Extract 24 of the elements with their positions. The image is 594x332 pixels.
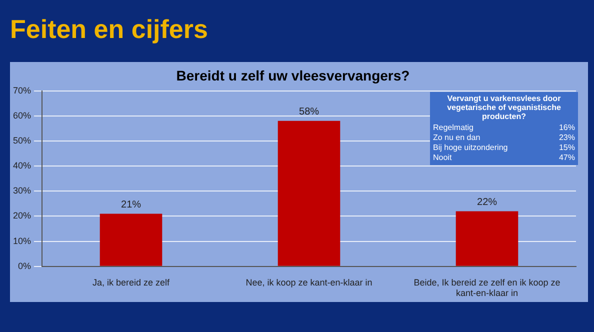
y-tick-label: 60% [13,110,32,120]
text: Regelmatig 16% [433,123,575,132]
text: Zo nu en dan 23% [433,133,575,142]
x-tick-label: Ja, ik bereid ze zelf [92,277,170,288]
y-tick-label: 0% [18,260,32,271]
bar [456,211,518,266]
y-tick-label: 50% [13,135,32,146]
y-tick-label: 40% [13,160,32,171]
data-label: 21% [121,199,142,210]
data-label: 22% [476,196,498,208]
bar [100,214,162,266]
annotation: Vervangt u varkensvlees door vegetarische of veganistische producten? [446,94,562,121]
y-tick-label: 20% [13,210,32,221]
chart-subtitle: Feiten en cijfers [10,14,208,45]
y-tick-label: 30% [13,186,32,196]
data-label: 58% [299,106,320,118]
x-tick-label: Beide, Ik bereid ze zelf en ik koop ze kant-en-klaar in [414,277,560,298]
text: Nooit 47% [433,153,575,162]
text: Bij hoge uitzondering 15% [433,143,575,152]
y-tick-label: 70% [13,85,32,96]
y-tick-label: 10% [13,236,32,246]
x-tick-label: Nee, ik koop ze kant-en-klaar in [246,277,372,288]
bar [278,120,340,266]
chart-title: Bereidt u zelf uw vleesvervangers? [176,67,410,84]
